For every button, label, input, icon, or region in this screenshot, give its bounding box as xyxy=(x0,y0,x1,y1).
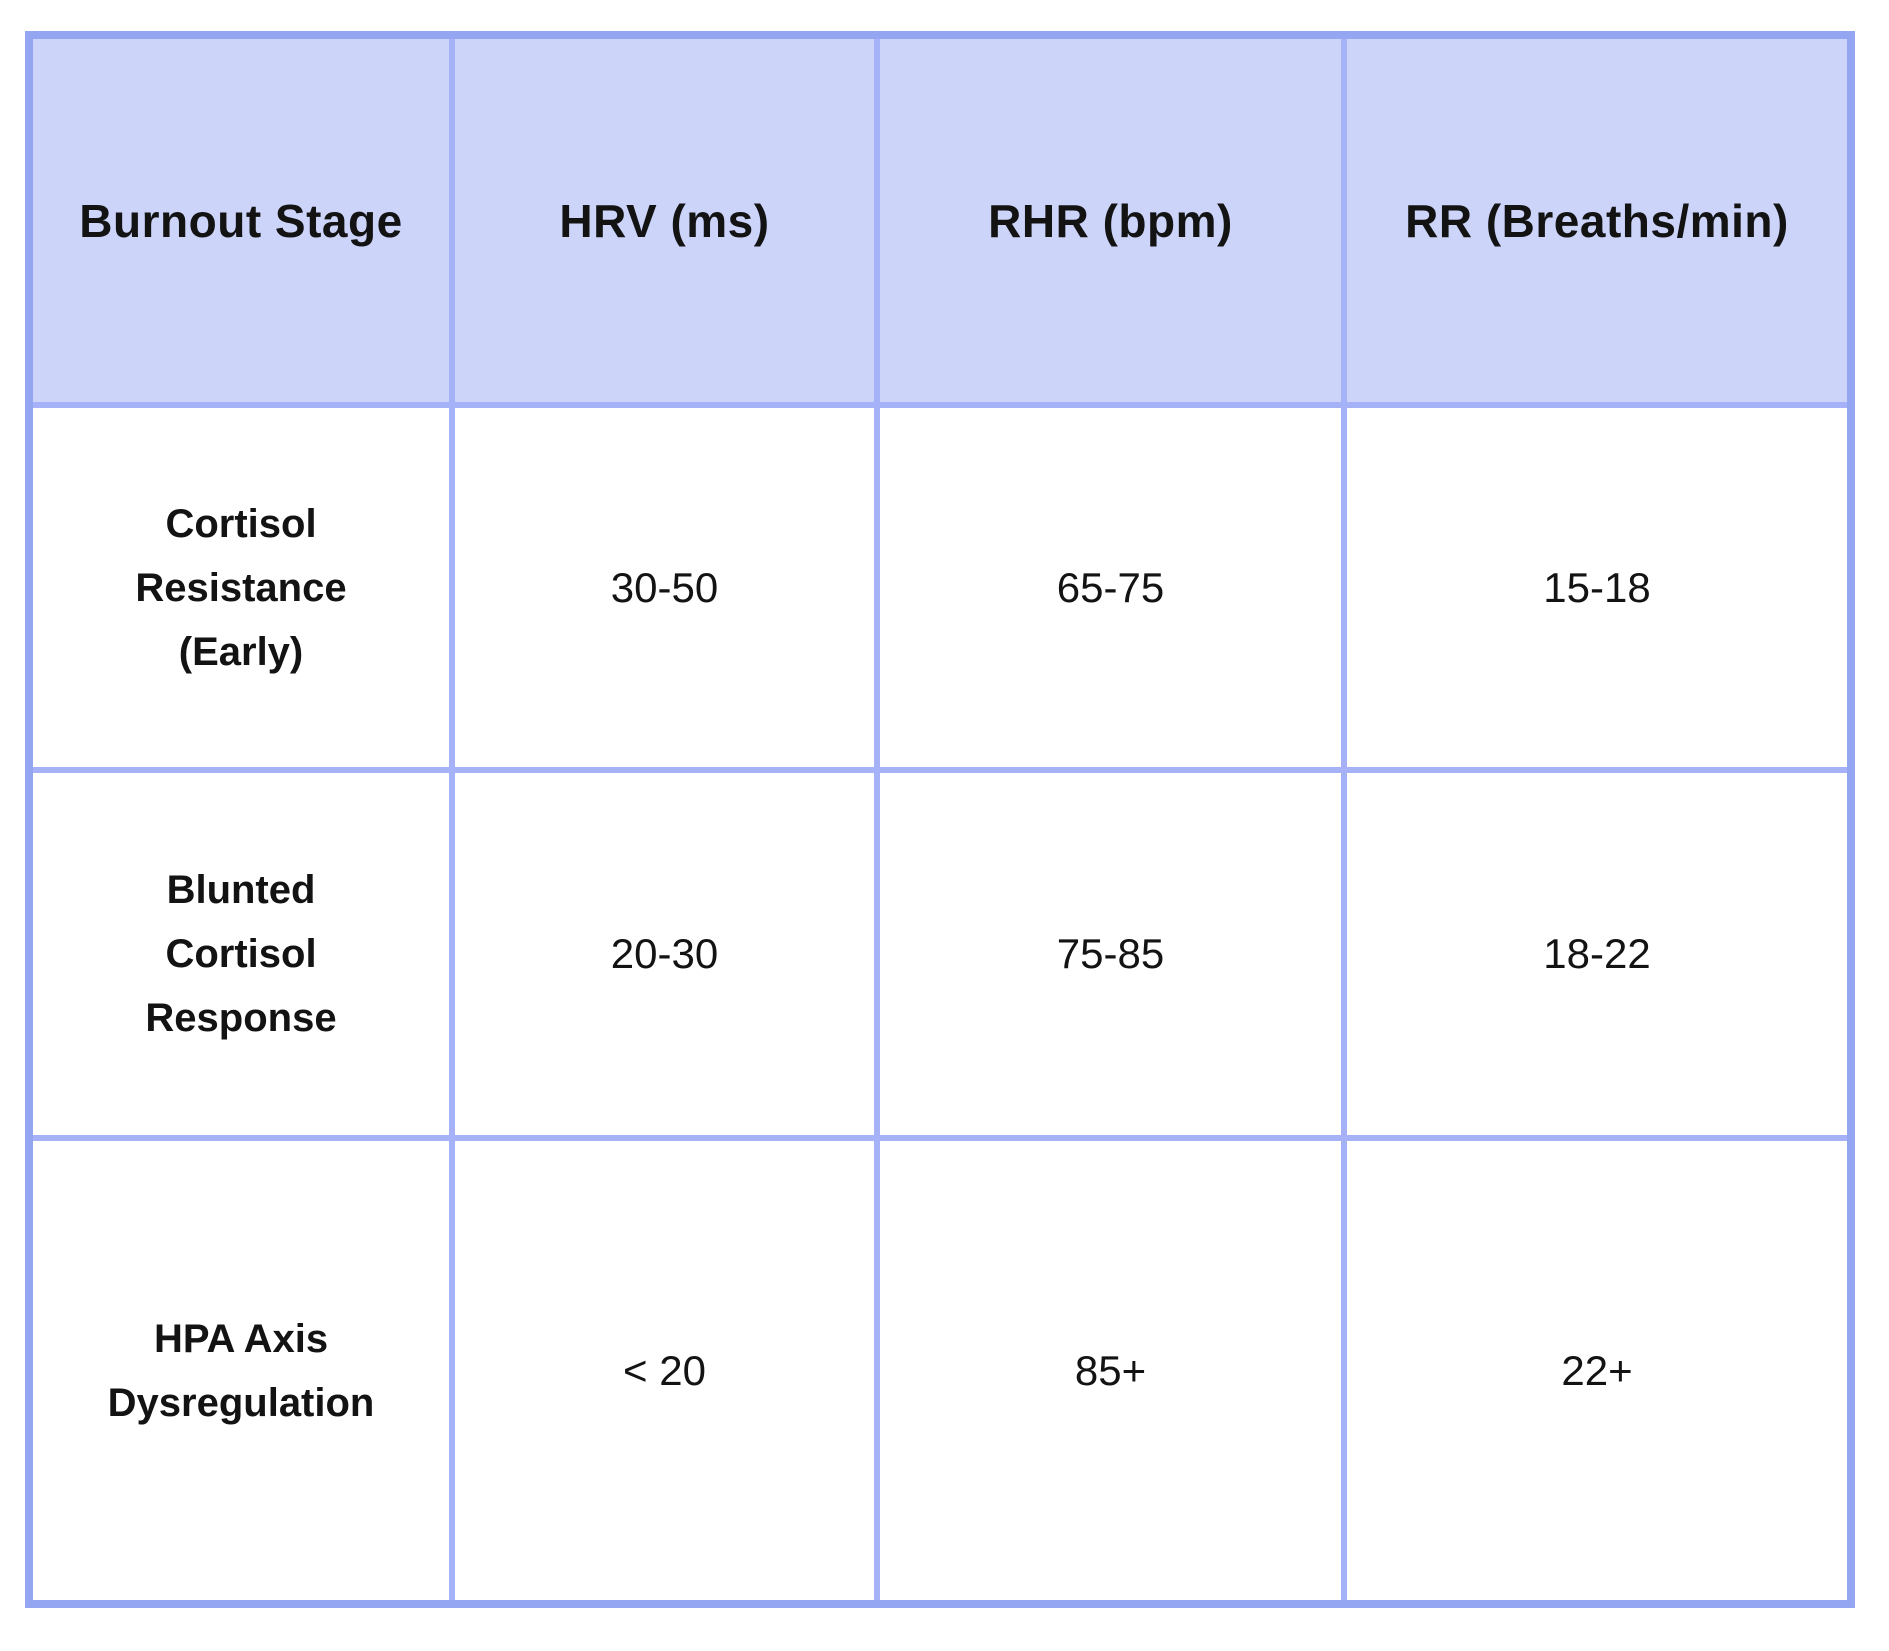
hrv-value-cell: 20-30 xyxy=(455,773,874,1135)
hrv-value: < 20 xyxy=(623,1346,706,1394)
stage-label: Blunted Cortisol Response xyxy=(145,868,337,1040)
stage-label: HPA Axis Dysregulation xyxy=(107,1316,375,1425)
column-header-label: RHR (bpm) xyxy=(988,194,1233,247)
hrv-value-cell: 30-50 xyxy=(455,408,874,767)
rr-value: 18-22 xyxy=(1543,930,1651,977)
column-header-label: RR (Breaths/min) xyxy=(1405,194,1789,247)
column-header-rr: RR (Breaths/min) xyxy=(1347,39,1847,402)
rhr-value-cell: 75-85 xyxy=(880,773,1341,1135)
rr-value: 22+ xyxy=(1561,1346,1633,1394)
rr-value-cell: 18-22 xyxy=(1347,773,1847,1135)
rhr-value-cell: 65-75 xyxy=(880,408,1341,767)
hrv-value-cell: < 20 xyxy=(455,1141,874,1600)
stage-cell-cortisol-resistance: Cortisol Resistance (Early) xyxy=(33,408,449,767)
stage-cell-blunted-cortisol: Blunted Cortisol Response xyxy=(33,773,449,1135)
rhr-value: 65-75 xyxy=(1056,563,1165,611)
rr-value: 15-18 xyxy=(1543,563,1651,611)
column-header-hrv: HRV (ms) xyxy=(455,39,874,402)
rr-value-cell: 15-18 xyxy=(1347,408,1847,767)
burnout-stages-table: Burnout Stage HRV (ms) RHR (bpm) RR (Bre… xyxy=(25,31,1855,1608)
stage-cell-hpa-axis: HPA Axis Dysregulation xyxy=(33,1141,449,1600)
hrv-value: 20-30 xyxy=(610,930,719,977)
column-header-burnout-stage: Burnout Stage xyxy=(33,39,449,402)
hrv-value: 30-50 xyxy=(610,563,719,611)
column-header-label: Burnout Stage xyxy=(79,194,403,247)
rhr-value: 85+ xyxy=(1074,1346,1147,1394)
rr-value-cell: 22+ xyxy=(1347,1141,1847,1600)
column-header-rhr: RHR (bpm) xyxy=(880,39,1341,402)
rhr-value: 75-85 xyxy=(1056,930,1165,977)
column-header-label: HRV (ms) xyxy=(559,194,770,247)
stage-label: Cortisol Resistance (Early) xyxy=(135,501,347,674)
rhr-value-cell: 85+ xyxy=(880,1141,1341,1600)
